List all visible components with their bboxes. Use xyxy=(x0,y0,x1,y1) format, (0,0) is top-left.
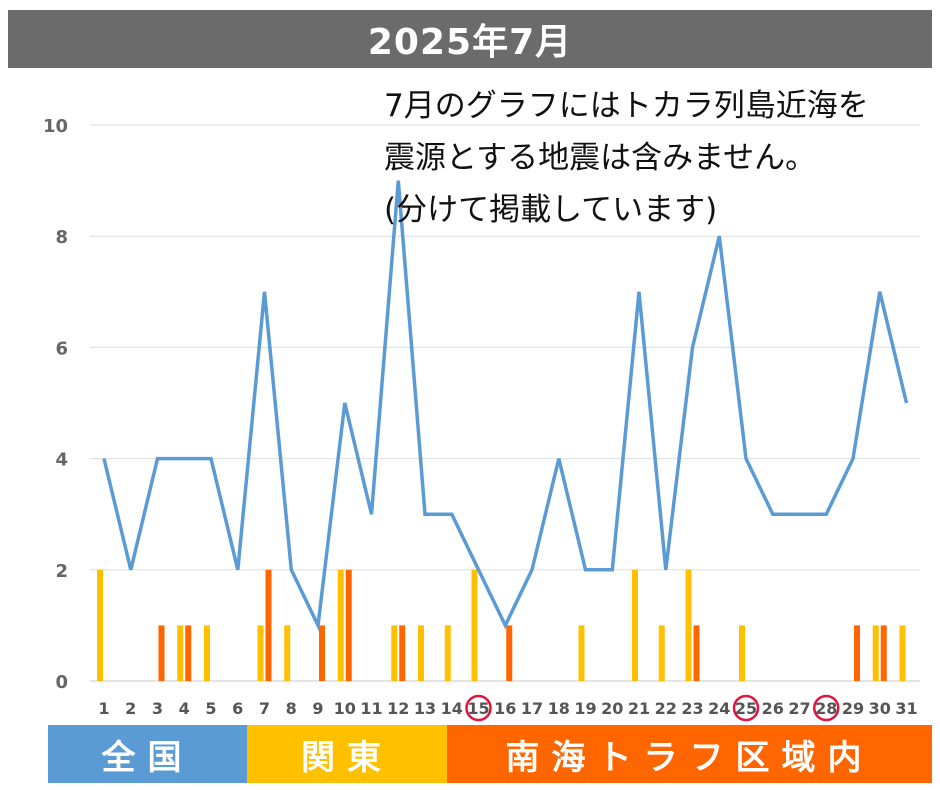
bar-kanto xyxy=(177,625,184,681)
bar-kanto xyxy=(685,569,692,681)
x-tick-label: 17 xyxy=(521,699,543,718)
bar-nankai xyxy=(693,625,700,681)
series-line-zenkoku xyxy=(102,180,909,632)
x-tick-label: 9 xyxy=(312,699,323,718)
bar-nankai xyxy=(880,625,887,681)
note-line-3: (分けて掲載しています) xyxy=(384,192,718,228)
x-tick-label: 23 xyxy=(681,699,703,718)
y-tick-label: 6 xyxy=(55,338,68,359)
legend-kanto: 関東 xyxy=(247,725,447,783)
legend-label-kanto: 関東 xyxy=(301,737,393,778)
x-tick-label: 31 xyxy=(895,699,917,718)
legend-label-zenkoku: 全国 xyxy=(101,737,194,778)
bar-kanto xyxy=(444,625,451,681)
y-tick-label: 0 xyxy=(55,672,68,693)
x-tick-label: 19 xyxy=(574,699,596,718)
y-tick-label: 2 xyxy=(55,561,68,582)
x-tick-label: 12 xyxy=(387,699,409,718)
x-tick-label: 27 xyxy=(788,699,810,718)
x-tick-label: 30 xyxy=(869,699,891,718)
x-tick-label: 14 xyxy=(441,699,463,718)
x-tick-label: 1 xyxy=(98,699,109,718)
x-tick-label: 20 xyxy=(601,699,623,718)
x-axis-ticks: 1 2 3 4 5 6 7 8 9 10 11 12 13 14 15 16 17 18 19 20 21 22 23 24 2… xyxy=(98,694,918,722)
x-tick-label: 16 xyxy=(494,699,516,718)
gridlines xyxy=(90,124,920,682)
x-tick-label: 3 xyxy=(152,699,163,718)
bar-kanto xyxy=(471,569,478,681)
highlight-circle xyxy=(813,694,840,722)
chart-title: 2025年7月 xyxy=(8,10,932,68)
x-tick-label: 24 xyxy=(708,699,730,718)
bar-kanto xyxy=(578,625,585,681)
x-tick-label: 22 xyxy=(655,699,677,718)
bar-kanto xyxy=(391,625,398,681)
x-tick-label: 28 xyxy=(815,699,837,718)
x-tick-label: 26 xyxy=(762,699,784,718)
line-series xyxy=(102,180,909,632)
bar-nankai xyxy=(854,625,860,681)
bar-kanto xyxy=(284,625,291,681)
x-tick-label: 10 xyxy=(334,699,356,718)
bar-nankai xyxy=(399,625,406,681)
bar-nankai xyxy=(185,625,192,681)
y-tick-label: 8 xyxy=(55,227,68,248)
bar-kanto xyxy=(658,625,665,681)
bar-kanto xyxy=(872,625,879,681)
legend-nankai: 南海トラフ区域内 xyxy=(447,725,932,783)
highlight-circle xyxy=(732,694,760,722)
x-tick-label: 25 xyxy=(735,699,757,718)
bar-kanto xyxy=(899,625,906,681)
x-tick-label: 15 xyxy=(467,699,489,718)
bar-kanto xyxy=(337,569,344,681)
legend-zenkoku: 全国 xyxy=(48,725,247,783)
bar-kanto xyxy=(739,625,745,681)
x-tick-label: 5 xyxy=(205,699,216,718)
bar-nankai xyxy=(158,625,165,681)
bar-kanto xyxy=(97,569,103,681)
y-tick-label: 4 xyxy=(55,450,68,471)
note-line-2: 震源とする地震は含みません。 xyxy=(384,140,817,176)
x-tick-label: 2 xyxy=(125,699,136,718)
y-tick-label: 10 xyxy=(43,116,68,137)
y-axis-ticks: 0 2 4 6 8 10 xyxy=(43,116,68,693)
x-tick-label: 4 xyxy=(179,699,190,718)
bar-nankai xyxy=(506,625,513,681)
bar-kanto xyxy=(204,625,210,681)
bar-kanto xyxy=(257,625,264,681)
x-tick-label: 6 xyxy=(232,699,243,718)
bars xyxy=(97,569,906,681)
bar-kanto xyxy=(632,569,638,681)
x-tick-label: 18 xyxy=(548,699,570,718)
x-tick-label: 13 xyxy=(414,699,436,718)
bar-kanto xyxy=(418,625,424,681)
x-tick-label: 11 xyxy=(360,699,382,718)
chart-note: 7月のグラフにはトカラ列島近海を 震源とする地震は含みません。 (分けて掲載して… xyxy=(384,80,869,236)
legend-label-nankai: 南海トラフ区域内 xyxy=(505,737,874,778)
bar-nankai xyxy=(319,625,325,681)
x-tick-label: 8 xyxy=(286,699,297,718)
bar-nankai xyxy=(265,569,272,681)
x-tick-label: 21 xyxy=(628,699,650,718)
x-tick-label: 7 xyxy=(259,699,270,718)
note-line-1: 7月のグラフにはトカラ列島近海を xyxy=(384,88,869,124)
x-tick-label: 29 xyxy=(842,699,864,718)
highlight-circle xyxy=(465,694,492,722)
bar-nankai xyxy=(345,569,352,681)
